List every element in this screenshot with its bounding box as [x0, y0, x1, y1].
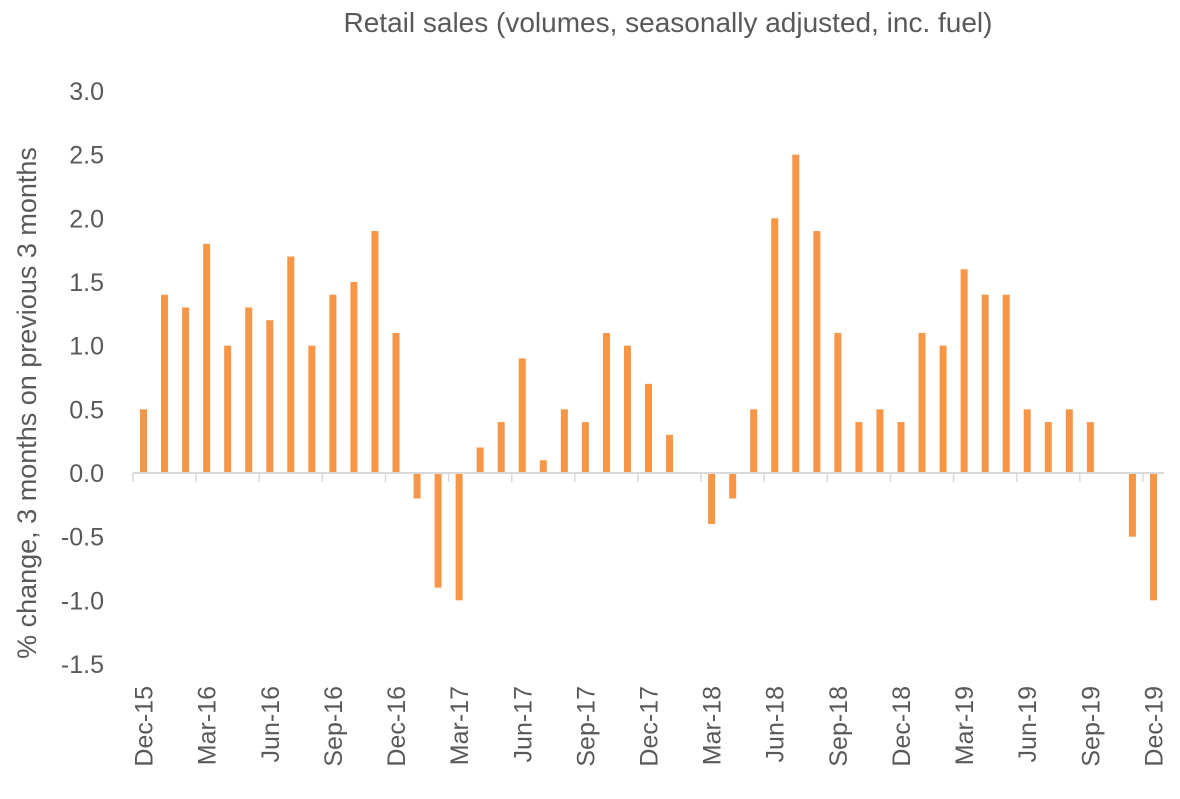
- x-tick-label: Dec-19: [1140, 686, 1168, 767]
- x-tick-label: Jun-19: [1014, 686, 1042, 762]
- bar-Nov-19: [1128, 473, 1136, 537]
- bar-Apr-19: [981, 294, 989, 473]
- bar-Jan-16: [161, 294, 169, 473]
- bar-Mar-18: [708, 473, 716, 524]
- x-tick-label: Jun-17: [509, 686, 537, 762]
- x-tick-labels: Dec-15 Mar-16 Jun-16 Sep-16 Dec-16 Mar-17 Jun-…: [131, 686, 1169, 767]
- x-tick-label: Dec-17: [636, 686, 664, 767]
- y-tick-label: 3.0: [69, 78, 104, 106]
- bar-Dec-16: [392, 332, 400, 473]
- bar-Apr-17: [476, 447, 484, 473]
- bar-Jul-19: [1044, 422, 1052, 473]
- bar-Oct-18: [855, 422, 863, 473]
- bar-Jan-18: [666, 434, 674, 473]
- bar-Jul-18: [792, 154, 800, 474]
- x-tick-label: Sep-17: [572, 686, 600, 767]
- chart-title: Retail sales (volumes, seasonally adjust…: [344, 7, 993, 38]
- x-tick-label: Mar-18: [699, 686, 727, 765]
- bar-Jun-18: [771, 218, 779, 473]
- x-tick-label: Sep-18: [825, 686, 853, 767]
- bar-May-18: [750, 409, 758, 473]
- bar-Aug-17: [560, 409, 568, 473]
- y-tick-label: 1.5: [69, 269, 104, 297]
- bar-Sep-18: [834, 332, 842, 473]
- y-tick-label: 2.0: [69, 205, 104, 233]
- x-tick-label: Dec-16: [383, 686, 411, 767]
- bar-Dec-18: [897, 422, 905, 473]
- bar-Nov-18: [876, 409, 884, 473]
- bar-Jul-16: [287, 256, 295, 473]
- bar-Sep-16: [329, 294, 337, 473]
- bar-Oct-16: [350, 282, 358, 473]
- axis-layer: [132, 472, 1164, 482]
- bar-Feb-16: [182, 307, 190, 473]
- x-tick-label: Sep-16: [320, 686, 348, 767]
- bar-Dec-19: [1149, 473, 1157, 601]
- bar-Jan-19: [918, 332, 926, 473]
- x-tick-label: Jun-18: [762, 686, 790, 762]
- y-tick-label: 1.0: [69, 333, 104, 361]
- bar-Dec-15: [140, 409, 148, 473]
- bar-Sep-19: [1086, 422, 1094, 473]
- bar-Aug-19: [1065, 409, 1073, 473]
- bar-Feb-19: [939, 345, 947, 473]
- x-tick-label: Mar-17: [446, 686, 474, 765]
- bar-Mar-17: [455, 473, 463, 601]
- bar-Mar-16: [203, 243, 211, 473]
- y-tick-label: 0.0: [69, 460, 104, 488]
- y-tick-label: -1.5: [61, 651, 104, 679]
- bar-Jun-16: [266, 320, 274, 473]
- bar-May-19: [1002, 294, 1010, 473]
- bar-Jun-17: [518, 358, 526, 473]
- bar-Dec-17: [645, 383, 652, 473]
- bar-Feb-17: [434, 473, 442, 588]
- y-tick-label: 0.5: [69, 396, 104, 424]
- y-tick-label: 2.5: [69, 142, 104, 170]
- bar-Nov-16: [371, 231, 379, 473]
- bar-Jun-19: [1023, 409, 1031, 473]
- y-axis-title: % change, 3 months on previous 3 months: [12, 147, 42, 659]
- bar-May-16: [245, 307, 253, 473]
- bar-Aug-18: [813, 231, 821, 473]
- bar-Sep-17: [581, 422, 589, 473]
- x-tick-label: Mar-19: [951, 686, 979, 765]
- bar-Mar-19: [960, 269, 968, 473]
- bar-Nov-17: [623, 345, 631, 473]
- y-tick-labels: 3.0 2.5 2.0 1.5 1.0 0.5 0.0 -0.5 -1.0 -1.5: [61, 78, 104, 679]
- bar-Apr-16: [224, 345, 232, 473]
- bar-Aug-16: [308, 345, 316, 473]
- bar-Jul-17: [539, 460, 547, 473]
- bars-layer: [140, 154, 1157, 601]
- bar-May-17: [497, 422, 505, 473]
- x-tick-label: Mar-16: [194, 686, 222, 765]
- x-tick-label: Dec-15: [131, 686, 159, 767]
- bar-Oct-17: [602, 332, 610, 473]
- bar-Apr-18: [729, 473, 737, 499]
- bar-Jan-17: [413, 473, 421, 499]
- x-tick-label: Sep-19: [1077, 686, 1105, 767]
- x-tick-label: Jun-16: [257, 686, 285, 762]
- x-tick-label: Dec-18: [888, 686, 916, 767]
- y-tick-label: -0.5: [61, 524, 104, 552]
- y-tick-label: -1.0: [61, 587, 104, 615]
